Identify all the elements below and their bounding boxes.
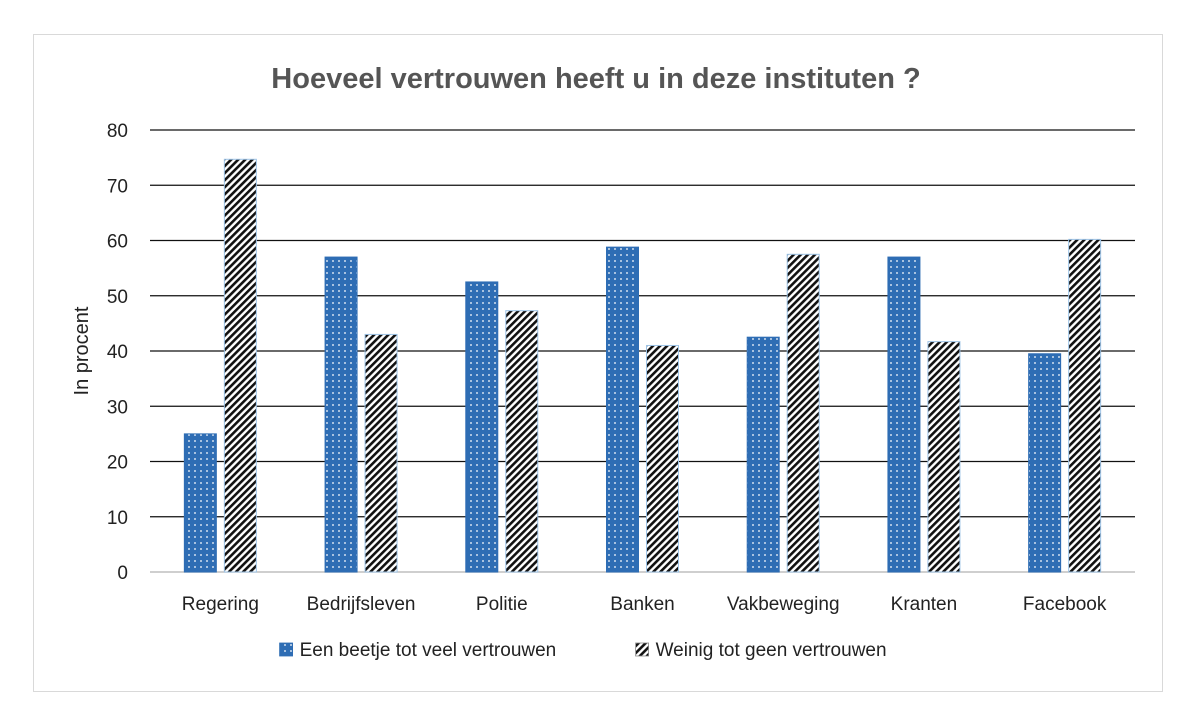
bar-een-beetje-tot-veel [465,281,499,573]
y-tick-label: 60 [107,232,128,253]
y-tick-label: 0 [117,563,128,584]
bar-een-beetje-tot-veel [606,246,639,573]
legend-swatch [279,642,294,657]
x-tick-label: Kranten [891,594,958,615]
legend: Een beetje tot veel vertrouwen Weinig tot… [279,640,887,661]
x-tick-label: Bedrijfsleven [307,594,416,615]
y-tick-label: 20 [107,453,128,474]
gridlines [150,129,1135,573]
legend-swatch [635,642,649,657]
x-tick-label: Banken [610,594,674,615]
y-tick-label: 40 [107,342,128,363]
y-tick-labels: 0 10 20 30 40 50 60 70 80 [107,121,128,584]
x-tick-labels: Regering Bedrijfsleven Politie Banken Vakbew… [182,594,1107,615]
bar-een-beetje-tot-veel [324,256,358,573]
legend-label: Een beetje tot veel vertrouwen [300,640,557,661]
x-tick-label: Facebook [1023,594,1107,615]
x-tick-label: Regering [182,594,259,615]
bar-weinig-tot-geen [1068,238,1102,573]
bar-weinig-tot-geen [927,341,961,573]
bar-een-beetje-tot-veel [887,256,921,573]
bar-weinig-tot-geen [223,158,257,573]
y-tick-label: 10 [107,508,128,529]
x-tick-label: Politie [476,594,528,615]
bar-een-beetje-tot-veel [183,433,217,573]
y-tick-label: 50 [107,287,128,308]
chart-frame [33,34,1163,692]
bar-weinig-tot-geen [786,253,820,573]
bar-weinig-tot-geen [646,344,679,573]
bar-weinig-tot-geen [505,310,539,573]
y-tick-label: 80 [107,121,128,142]
legend-label: Weinig tot geen vertrouwen [656,640,887,661]
bar-een-beetje-tot-veel [746,336,780,573]
y-axis-label: In procent [71,306,93,395]
x-tick-label: Vakbeweging [727,594,840,615]
bar-een-beetje-tot-veel [1028,353,1062,573]
y-tick-label: 70 [107,176,128,197]
bars [183,158,1102,573]
bar-weinig-tot-geen [364,333,398,573]
chart-title: Hoeveel vertrouwen heeft u in deze insti… [271,63,920,95]
y-tick-label: 30 [107,397,128,418]
